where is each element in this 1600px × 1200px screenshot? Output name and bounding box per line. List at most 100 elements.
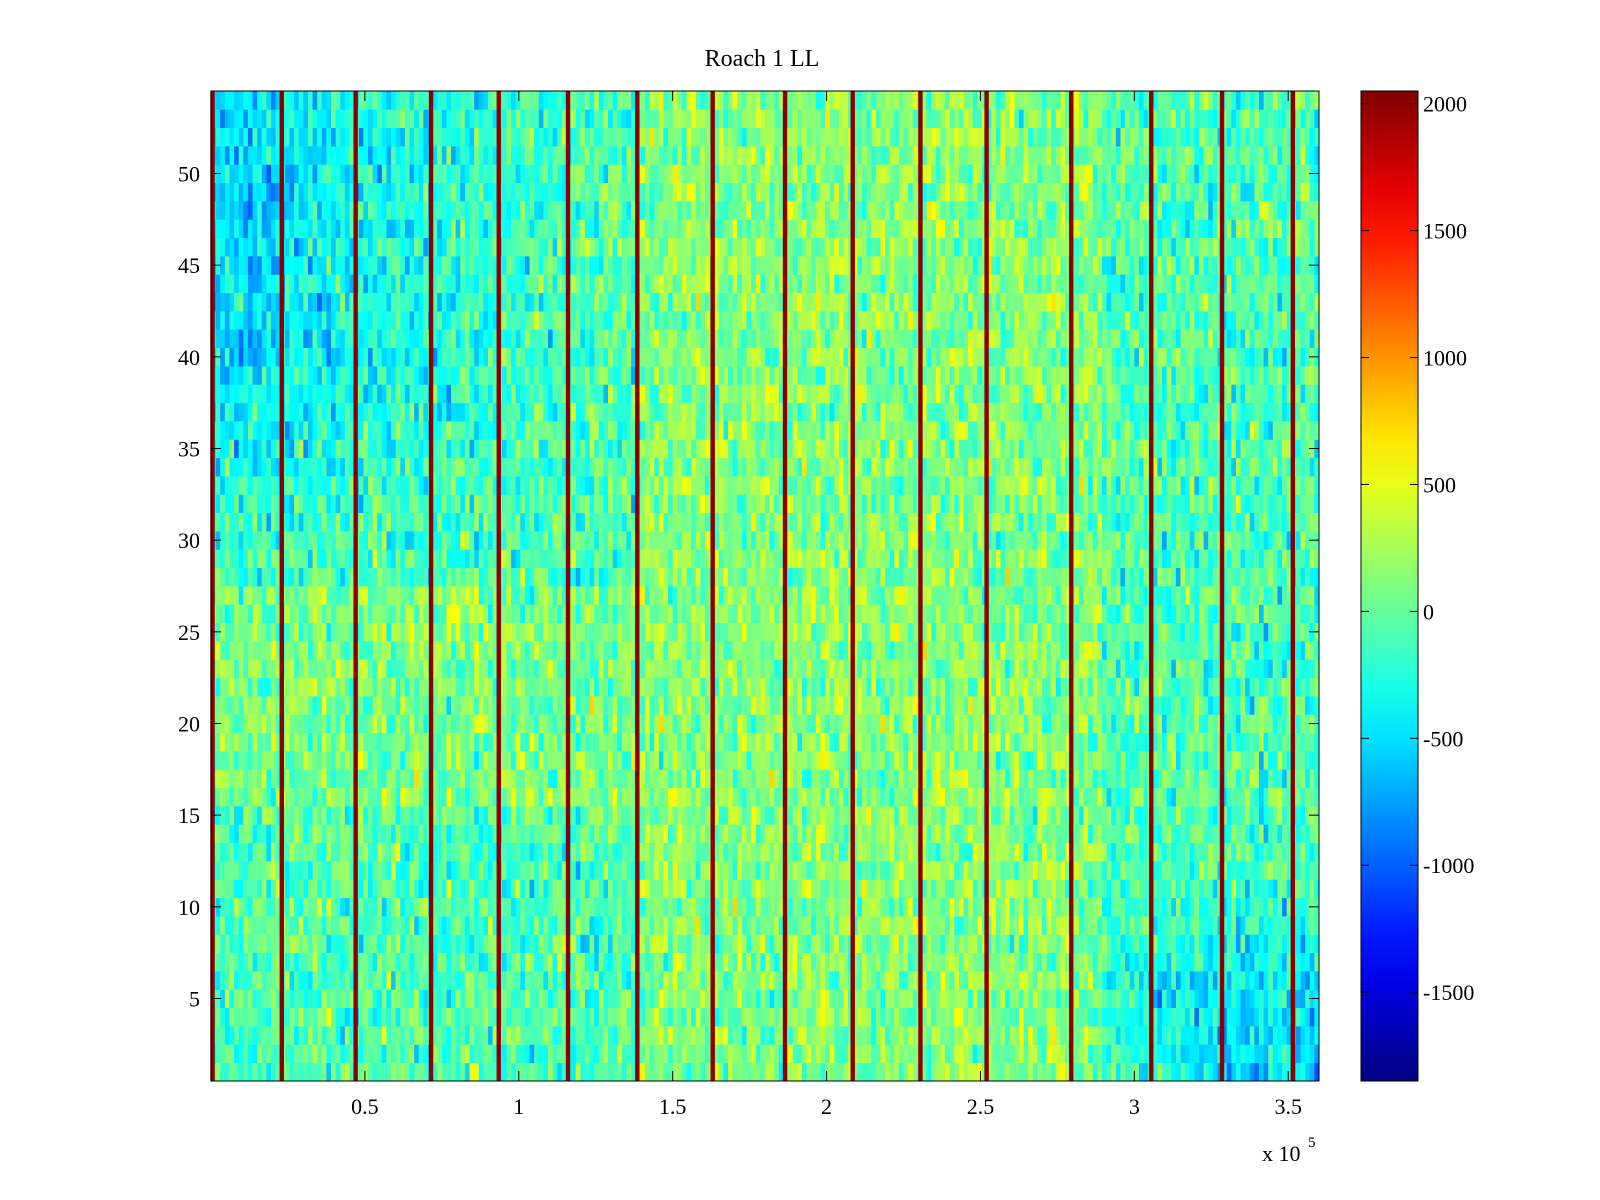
heatmap-cell [294, 732, 300, 752]
heatmap-cell [737, 861, 743, 880]
heatmap-cell [1092, 916, 1098, 935]
heatmap-cell [534, 916, 540, 935]
heatmap-cell [1000, 1062, 1006, 1082]
heatmap-cell [820, 1044, 826, 1064]
heatmap-cell [1212, 952, 1218, 972]
heatmap-cell [1263, 732, 1269, 752]
heatmap-cell [765, 1007, 771, 1027]
heatmap-cell [931, 897, 937, 917]
heatmap-cell [446, 1044, 452, 1064]
heatmap-cell [1106, 916, 1112, 935]
heatmap-cell [1097, 897, 1103, 917]
heatmap-cell [1226, 751, 1232, 770]
heatmap-cell [404, 787, 410, 807]
heatmap-cell [908, 879, 914, 899]
heatmap-cell [1032, 897, 1038, 917]
heatmap-cell [769, 787, 775, 807]
heatmap-cell [238, 952, 244, 972]
heatmap-cell [746, 989, 752, 1009]
heatmap-cell [912, 824, 918, 844]
heatmap-cell [769, 842, 775, 862]
heatmap-cell [912, 934, 918, 954]
heatmap-cell [584, 806, 590, 825]
heatmap-cell [866, 934, 872, 954]
heatmap-cell [1272, 806, 1278, 825]
heatmap-cell [1254, 861, 1260, 880]
heatmap-cell [875, 806, 881, 825]
heatmap-cell [903, 861, 909, 880]
heatmap-cell [483, 751, 489, 770]
heatmap-cell [548, 787, 554, 807]
heatmap-cell [1143, 934, 1149, 954]
heatmap-cell [363, 824, 369, 844]
heatmap-cell [1268, 787, 1274, 807]
heatmap-cell [732, 897, 738, 917]
heatmap-cell [1272, 1026, 1278, 1045]
heatmap-cell [681, 879, 687, 899]
heatmap-cell [1157, 916, 1163, 935]
heatmap-cell [488, 732, 494, 752]
heatmap-cell [1005, 714, 1011, 734]
heatmap-cell [926, 1026, 932, 1045]
heatmap-cell [409, 897, 415, 917]
heatmap-cell [723, 787, 729, 807]
heatmap-cell [455, 1026, 461, 1045]
heatmap-cell [1309, 732, 1315, 752]
heatmap-cell [617, 952, 623, 972]
heatmap-cell [294, 1062, 300, 1082]
heatmap-cell [1065, 787, 1071, 807]
heatmap-cell [765, 989, 771, 1009]
heatmap-cell [307, 952, 313, 972]
heatmap-cell [294, 1007, 300, 1027]
heatmap-cell [686, 1044, 692, 1064]
heatmap-cell [1162, 714, 1168, 734]
heatmap-cell [935, 952, 941, 972]
heatmap-cell [1032, 842, 1038, 862]
heatmap-cell [1032, 879, 1038, 899]
heatmap-cell [335, 787, 341, 807]
heatmap-cell [1051, 897, 1057, 917]
heatmap-cell [1309, 879, 1315, 899]
heatmap-cell [451, 714, 457, 734]
heatmap-cell [894, 1026, 900, 1045]
heatmap-cell [271, 787, 277, 807]
heatmap-cell [686, 989, 692, 1009]
heatmap-cell [889, 787, 895, 807]
heatmap-cell [1005, 732, 1011, 752]
heatmap-cell [626, 952, 632, 972]
heatmap-cell [921, 1062, 927, 1082]
heatmap-cell [391, 806, 397, 825]
heatmap-cell [501, 769, 507, 789]
heatmap-cell [594, 824, 600, 844]
heatmap-cell [695, 732, 701, 752]
heatmap-cell [728, 1044, 734, 1064]
heatmap-cell [972, 787, 978, 807]
heatmap-cell [1134, 769, 1140, 789]
heatmap-cell [723, 751, 729, 770]
heatmap-cell [266, 732, 272, 752]
heatmap-cell [991, 1026, 997, 1045]
heatmap-cell [372, 769, 378, 789]
heatmap-cell [765, 714, 771, 734]
heatmap-cell [1277, 732, 1283, 752]
heatmap-cell [1282, 861, 1288, 880]
heatmap-cell [589, 952, 595, 972]
heatmap-cell [1125, 732, 1131, 752]
heatmap-cell [843, 897, 849, 917]
heatmap-cell [437, 879, 443, 899]
heatmap-cell [760, 842, 766, 862]
heatmap-cell [492, 751, 498, 770]
heatmap-cell [778, 861, 784, 880]
heatmap-cell [797, 916, 803, 935]
heatmap-cell [1092, 952, 1098, 972]
heatmap-cell [492, 897, 498, 917]
heatmap-cell [880, 861, 886, 880]
heatmap-cell [266, 751, 272, 770]
heatmap-cell [460, 1044, 466, 1064]
heatmap-cell [631, 861, 637, 880]
heatmap-cell [765, 806, 771, 825]
heatmap-cell [446, 916, 452, 935]
heatmap-cell [829, 806, 835, 825]
heatmap-cell [404, 879, 410, 899]
heatmap-cell [557, 806, 563, 825]
